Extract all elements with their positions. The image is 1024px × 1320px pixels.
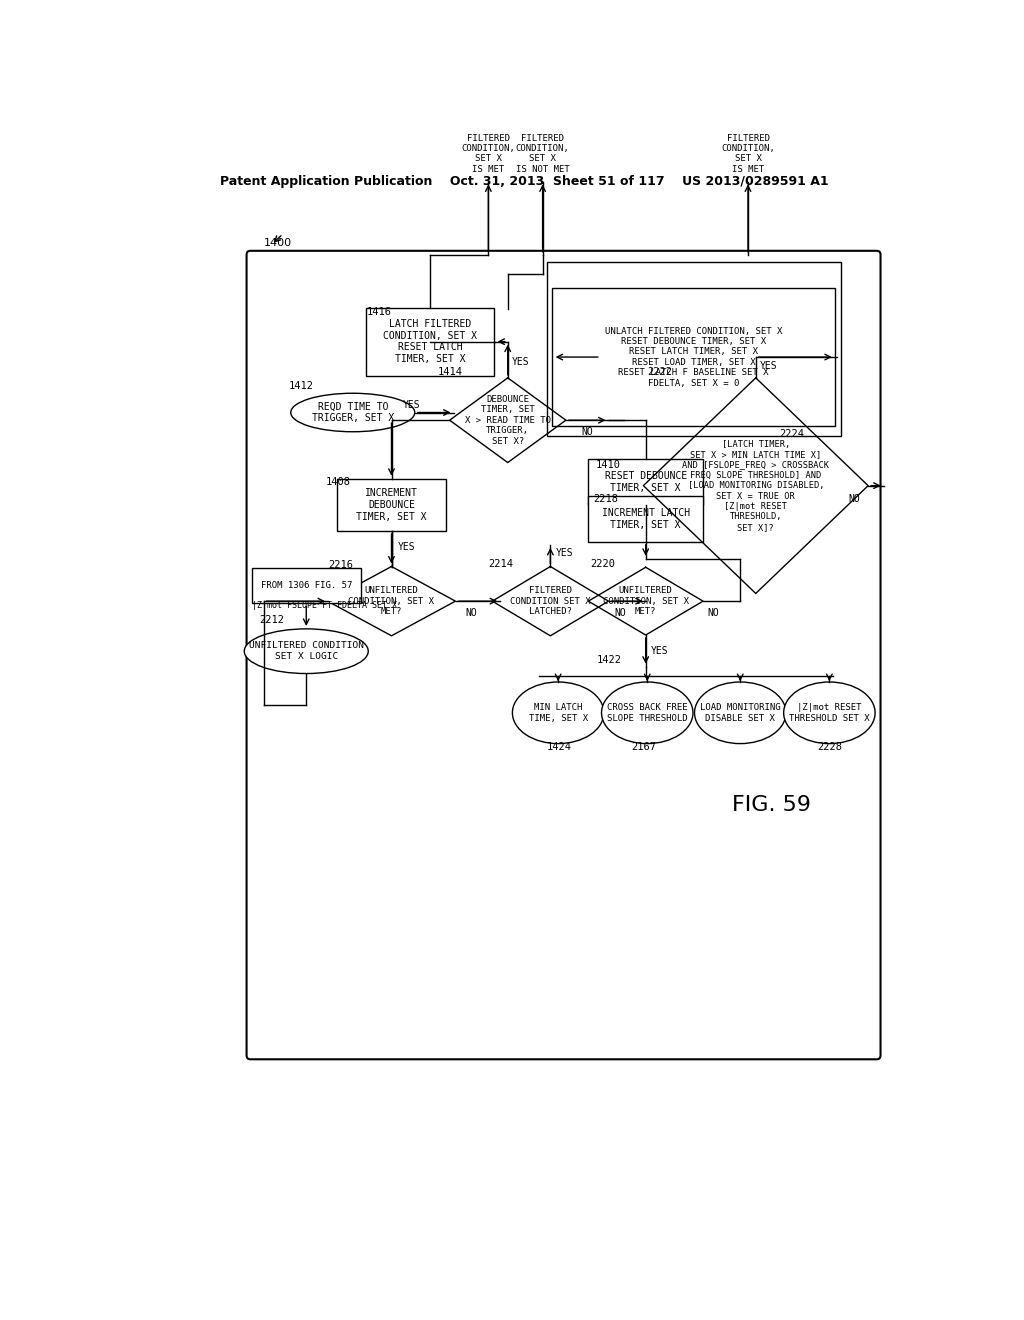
FancyBboxPatch shape xyxy=(552,288,836,426)
Text: LOAD MONITORING
DISABLE SET X: LOAD MONITORING DISABLE SET X xyxy=(700,704,780,722)
Text: 1416: 1416 xyxy=(367,308,392,317)
Text: FILTERED
CONDITION SET X
LATCHED?: FILTERED CONDITION SET X LATCHED? xyxy=(510,586,591,616)
Ellipse shape xyxy=(291,393,415,432)
Text: 1414: 1414 xyxy=(438,367,463,378)
Text: 1408: 1408 xyxy=(326,477,350,487)
FancyBboxPatch shape xyxy=(337,479,445,531)
Ellipse shape xyxy=(694,682,786,743)
FancyBboxPatch shape xyxy=(252,569,360,603)
Text: YES: YES xyxy=(512,358,529,367)
Text: Patent Application Publication    Oct. 31, 2013  Sheet 51 of 117    US 2013/0289: Patent Application Publication Oct. 31, … xyxy=(220,176,829,187)
Text: FILTERED
CONDITION,
SET X
IS MET: FILTERED CONDITION, SET X IS MET xyxy=(462,133,515,174)
Text: LATCH FILTERED
CONDITION, SET X
RESET LATCH
TIMER, SET X: LATCH FILTERED CONDITION, SET X RESET LA… xyxy=(383,319,477,364)
Text: YES: YES xyxy=(397,543,416,552)
Text: |Z|mot RESET
THRESHOLD SET X: |Z|mot RESET THRESHOLD SET X xyxy=(790,704,869,722)
Text: NO: NO xyxy=(849,494,860,504)
Text: NO: NO xyxy=(582,426,593,437)
Text: 1424: 1424 xyxy=(547,742,571,752)
Ellipse shape xyxy=(245,628,369,673)
Text: FIG. 59: FIG. 59 xyxy=(732,795,811,816)
Text: UNFILTERED
CONDITION, SET X
MET?: UNFILTERED CONDITION, SET X MET? xyxy=(348,586,434,616)
Text: INCREMENT
DEBOUNCE
TIMER, SET X: INCREMENT DEBOUNCE TIMER, SET X xyxy=(356,488,427,521)
Text: NO: NO xyxy=(614,607,627,618)
Text: NO: NO xyxy=(465,607,477,618)
Text: REQD TIME TO
TRIGGER, SET X: REQD TIME TO TRIGGER, SET X xyxy=(311,401,394,424)
Text: 2167: 2167 xyxy=(632,742,656,752)
Text: 2224: 2224 xyxy=(779,429,804,440)
Text: YES: YES xyxy=(403,400,421,409)
Text: DEBOUNCE
TIMER, SET
X > READ TIME TO
TRIGGER,
SET X?: DEBOUNCE TIMER, SET X > READ TIME TO TRI… xyxy=(465,395,551,446)
FancyBboxPatch shape xyxy=(367,308,495,376)
Text: 1422: 1422 xyxy=(597,656,622,665)
Text: |Z|mot FSLOPE FT FDELTA SET X: |Z|mot FSLOPE FT FDELTA SET X xyxy=(252,601,397,610)
Text: 2214: 2214 xyxy=(488,560,513,569)
Text: NO: NO xyxy=(708,607,720,618)
Text: 1412: 1412 xyxy=(289,380,314,391)
Text: 2228: 2228 xyxy=(818,742,843,752)
Text: YES: YES xyxy=(556,548,573,558)
Text: CROSS BACK FREE
SLOPE THRESHOLD: CROSS BACK FREE SLOPE THRESHOLD xyxy=(607,704,687,722)
FancyBboxPatch shape xyxy=(589,496,703,543)
Ellipse shape xyxy=(512,682,604,743)
Text: 1400: 1400 xyxy=(263,238,292,248)
Text: 1410: 1410 xyxy=(595,459,621,470)
FancyBboxPatch shape xyxy=(589,459,703,506)
Text: 2220: 2220 xyxy=(590,560,614,569)
Text: INCREMENT LATCH
TIMER, SET X: INCREMENT LATCH TIMER, SET X xyxy=(602,508,690,529)
Text: 2218: 2218 xyxy=(593,494,618,504)
Text: YES: YES xyxy=(651,647,669,656)
Ellipse shape xyxy=(783,682,876,743)
Text: MIN LATCH
TIME, SET X: MIN LATCH TIME, SET X xyxy=(528,704,588,722)
Text: [LATCH TIMER,
SET X > MIN LATCH TIME X]
AND [FSLOPE_FREQ > CROSSBACK
FREQ SLOPE : [LATCH TIMER, SET X > MIN LATCH TIME X] … xyxy=(682,440,829,532)
Text: RESET DEBOUNCE
TIMER, SET X: RESET DEBOUNCE TIMER, SET X xyxy=(604,471,687,492)
Text: UNFILTERED CONDITION
SET X LOGIC: UNFILTERED CONDITION SET X LOGIC xyxy=(249,642,364,661)
Text: 2216: 2216 xyxy=(328,560,353,570)
FancyBboxPatch shape xyxy=(547,263,841,436)
Text: UNLATCH FILTERED CONDITION, SET X
RESET DEBOUNCE TIMER, SET X
RESET LATCH TIMER,: UNLATCH FILTERED CONDITION, SET X RESET … xyxy=(605,326,782,388)
Text: 2222: 2222 xyxy=(647,367,672,378)
Text: 2212: 2212 xyxy=(260,615,285,626)
Ellipse shape xyxy=(601,682,693,743)
Text: UNFILTERED
CONDITION, SET X
MET?: UNFILTERED CONDITION, SET X MET? xyxy=(603,586,689,616)
Text: FILTERED
CONDITION,
SET X
IS NOT MET: FILTERED CONDITION, SET X IS NOT MET xyxy=(516,133,569,174)
Text: FROM 1306 FIG. 57: FROM 1306 FIG. 57 xyxy=(260,581,352,590)
Text: YES: YES xyxy=(760,362,777,371)
Text: FILTERED
CONDITION,
SET X
IS MET: FILTERED CONDITION, SET X IS MET xyxy=(721,133,775,174)
FancyBboxPatch shape xyxy=(247,251,881,1059)
